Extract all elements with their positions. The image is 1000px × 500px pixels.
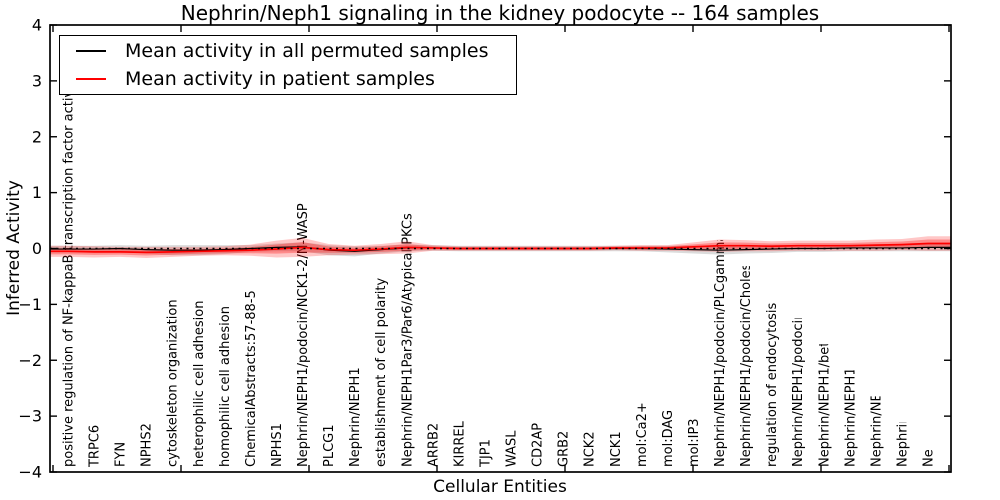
x-tick-label: Nephrin/NEPH1/podocin/PLCgamma1 bbox=[713, 225, 728, 467]
x-tick-label: WASL bbox=[505, 430, 520, 467]
y-tick-label: 4 bbox=[32, 16, 42, 35]
x-tick-label: Nephrin/NEPH1/podocin/Cholesterol bbox=[739, 234, 754, 467]
y-tick-label: 3 bbox=[32, 71, 42, 90]
legend-line-sample-black bbox=[76, 49, 106, 52]
y-tick-label: 0 bbox=[32, 239, 42, 258]
legend-item-patient: Mean activity in patient samples bbox=[60, 65, 516, 93]
x-tick-label: TRPC6 bbox=[88, 425, 103, 468]
x-tick-label: ChemicalAbstracts:57-88-5 bbox=[244, 290, 259, 467]
x-tick-label: cytoskeleton organization bbox=[166, 299, 181, 467]
x-tick-label: FYN bbox=[114, 442, 129, 467]
patient-std-band-inner bbox=[50, 239, 951, 256]
y-tick-label: 1 bbox=[32, 183, 42, 202]
x-tick-label: Nephrin/NEPH1/beta Arrestin2 bbox=[817, 271, 832, 468]
x-tick-label: Nephrin/NEPH1Par3/Par6/Atypical PKCs bbox=[400, 213, 415, 467]
y-tick-label: 2 bbox=[32, 127, 42, 146]
x-tick-label: ARRB2 bbox=[426, 423, 441, 467]
x-tick-label: Nephrin/NEPH1/ZO-1 bbox=[843, 331, 858, 467]
x-tick-label: establishment of cell polarity bbox=[374, 278, 389, 467]
y-tick-label: −4 bbox=[18, 463, 42, 482]
x-tick-label: Nephrin/NEPH1/podocin/NCK1-2 bbox=[922, 259, 937, 467]
chart-title: Nephrin/Neph1 signaling in the kidney po… bbox=[180, 1, 820, 25]
patient-std-band-outer bbox=[50, 236, 951, 258]
x-tick-label: mol:IP3 bbox=[687, 418, 702, 467]
x-tick-label: Nephrin/NEPH1 bbox=[348, 367, 363, 467]
y-tick-label: −2 bbox=[18, 351, 42, 370]
x-tick-label: Nephrin/NEPH1/podocin bbox=[791, 312, 806, 467]
x-tick-label: mol:DAG bbox=[661, 410, 676, 467]
x-tick-label: heterophilic cell adhesion bbox=[192, 301, 207, 468]
x-tick-label: Nephrin/NEPH1/podocin/CD2AP bbox=[869, 263, 884, 467]
y-tick-label: −1 bbox=[18, 295, 42, 314]
x-tick-label: positive regulation of NF-kappaB transcr… bbox=[62, 73, 77, 467]
x-tick-label: NPHS2 bbox=[140, 423, 155, 467]
y-tick-label: −3 bbox=[18, 407, 42, 426]
x-tick-label: homophilic cell adhesion bbox=[218, 306, 233, 467]
x-tick-label: NCK2 bbox=[583, 431, 598, 467]
x-tick-label: regulation of endocytosis bbox=[765, 302, 780, 467]
legend: Mean activity in all permuted samples Me… bbox=[59, 35, 517, 95]
series-line-patient bbox=[50, 242, 951, 254]
x-tick-label: CD2AP bbox=[531, 423, 546, 467]
x-tick-label: NPHS1 bbox=[270, 423, 285, 467]
x-axis-label: Cellular Entities bbox=[433, 477, 567, 497]
x-tick-label: GRB2 bbox=[557, 431, 572, 467]
x-tick-label: mol:Ca2+ bbox=[635, 402, 650, 467]
legend-line-sample-red bbox=[76, 78, 106, 81]
x-tick-label: KIRREL bbox=[452, 420, 467, 467]
x-tick-label: PLCG1 bbox=[322, 424, 337, 467]
x-tick-label: TJP1 bbox=[478, 439, 493, 468]
x-tick-label: Nephrin/NEPH1/podocin/GRB2 bbox=[895, 271, 910, 467]
legend-label: Mean activity in all permuted samples bbox=[125, 39, 489, 62]
x-tick-label: Nephrin/NEPH1/podocin/NCK1-2/N-WASP bbox=[296, 203, 311, 467]
x-tick-label: NCK1 bbox=[609, 431, 624, 467]
y-axis-label: Inferred Activity bbox=[4, 180, 24, 316]
legend-item-permuted: Mean activity in all permuted samples bbox=[60, 37, 516, 65]
legend-label: Mean activity in patient samples bbox=[125, 68, 435, 91]
